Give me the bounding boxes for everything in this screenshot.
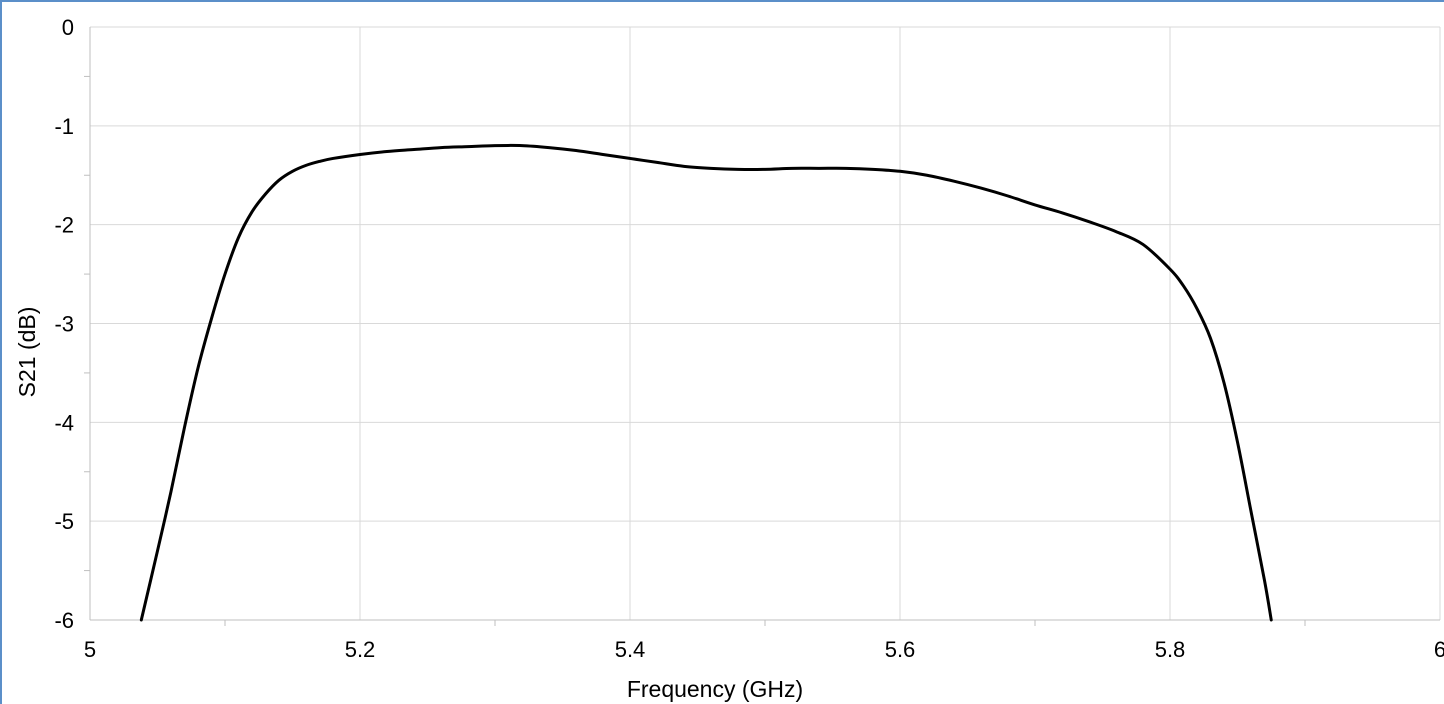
series-layer	[139, 143, 1273, 622]
y-tick-label: -3	[54, 312, 74, 337]
y-tick-label: -5	[54, 509, 74, 534]
y-tick-label: -2	[54, 213, 74, 238]
y-tick-label: -4	[54, 410, 74, 435]
x-tick-label: 5	[84, 637, 96, 662]
y-axis-title: S21 (dB)	[14, 307, 40, 398]
label-layer: 0 -1 -2 -3 -4 -5 -6 5 5.2 5.4 5.6 5.8 6	[54, 15, 1444, 662]
x-tick-label: 5.4	[615, 637, 646, 662]
x-tick-label: 5.6	[885, 637, 916, 662]
y-tick-label: -1	[54, 114, 74, 139]
y-tick-label: 0	[62, 15, 74, 40]
x-axis-title: Frequency (GHz)	[627, 676, 803, 702]
y-tick-label: -6	[54, 608, 74, 633]
x-tick-label: 5.2	[345, 637, 376, 662]
x-tick-label: 5.8	[1155, 637, 1186, 662]
x-tick-label: 6	[1434, 637, 1444, 662]
axis-layer	[84, 27, 1440, 626]
grid-layer	[90, 26, 1441, 620]
series-line-0	[139, 143, 1273, 622]
